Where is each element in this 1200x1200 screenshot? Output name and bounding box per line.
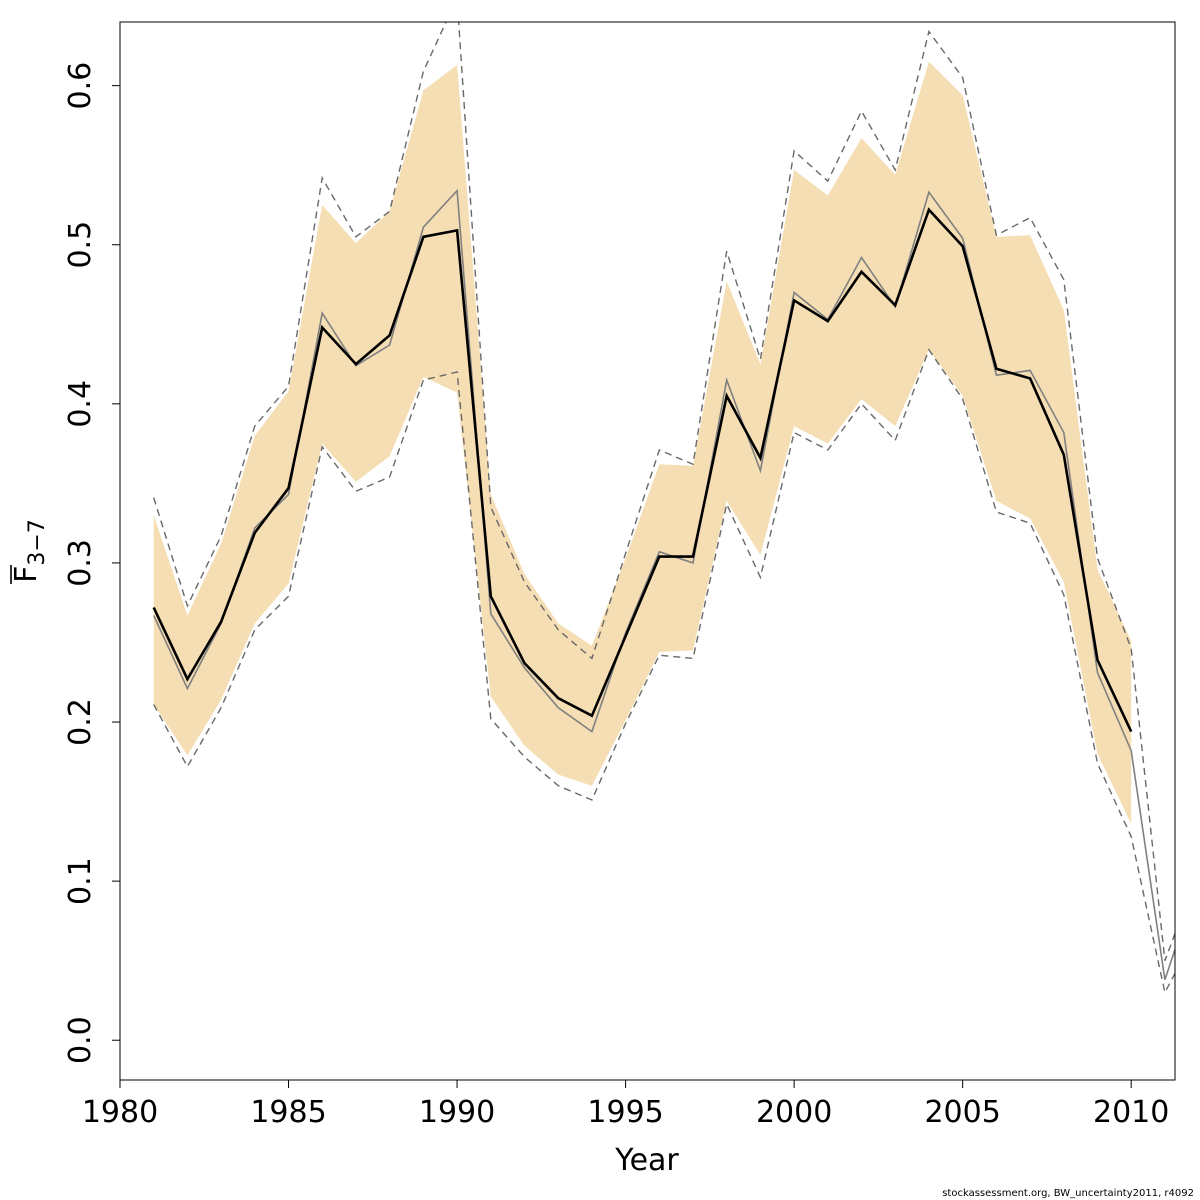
y-axis-title-main: F bbox=[9, 566, 44, 583]
y-tick-label: 0.5 bbox=[63, 221, 98, 269]
y-axis-title-subscript: 3−7 bbox=[25, 519, 50, 565]
x-tick-label: 1995 bbox=[587, 1095, 663, 1130]
x-axis: 1980 1985 1990 1995 2000 2005 2010 bbox=[82, 1079, 1169, 1130]
x-tick-label: 1985 bbox=[250, 1095, 326, 1130]
upper-bound-line bbox=[153, 22, 1175, 961]
y-tick-label: 0.4 bbox=[63, 380, 98, 428]
caption-text: stockassessment.org, BW_uncertainty2011,… bbox=[942, 1188, 1194, 1199]
y-axis: 0.0 0.1 0.2 0.3 0.4 0.5 0.6 bbox=[63, 62, 121, 1064]
y-tick-label-group: 0.3 bbox=[63, 539, 98, 587]
x-tick-label: 2005 bbox=[924, 1095, 1000, 1130]
y-tick-label: 0.2 bbox=[63, 698, 98, 746]
x-tick-label: 1980 bbox=[82, 1095, 158, 1130]
estimate-line bbox=[152, 207, 1133, 733]
y-tick-label: 0.6 bbox=[63, 62, 98, 110]
confidence-band-layer bbox=[153, 61, 1132, 824]
y-axis-title-text: F3−7 bbox=[9, 519, 50, 583]
lower-bound-line bbox=[153, 348, 1175, 995]
series-line-layer bbox=[152, 22, 1175, 995]
x-axis-title: Year bbox=[614, 1143, 679, 1178]
confidence-band bbox=[153, 61, 1132, 824]
y-tick-label-group: 0.4 bbox=[63, 380, 98, 428]
y-tick-label: 0.3 bbox=[63, 539, 98, 587]
x-tick-label: 2010 bbox=[1093, 1095, 1169, 1130]
y-axis-title: F3−7 bbox=[9, 519, 50, 584]
x-tick-label: 1990 bbox=[419, 1095, 495, 1130]
y-tick-label-group: 0.5 bbox=[63, 221, 98, 269]
y-tick-label: 0.1 bbox=[63, 857, 98, 905]
y-tick-label-group: 0.1 bbox=[63, 857, 98, 905]
y-tick-label-group: 0.2 bbox=[63, 698, 98, 746]
y-tick-label-group: 0.6 bbox=[63, 62, 98, 110]
y-tick-label-group: 0.0 bbox=[63, 1016, 98, 1064]
y-tick-label: 0.0 bbox=[63, 1016, 98, 1064]
x-tick-label: 2000 bbox=[756, 1095, 832, 1130]
